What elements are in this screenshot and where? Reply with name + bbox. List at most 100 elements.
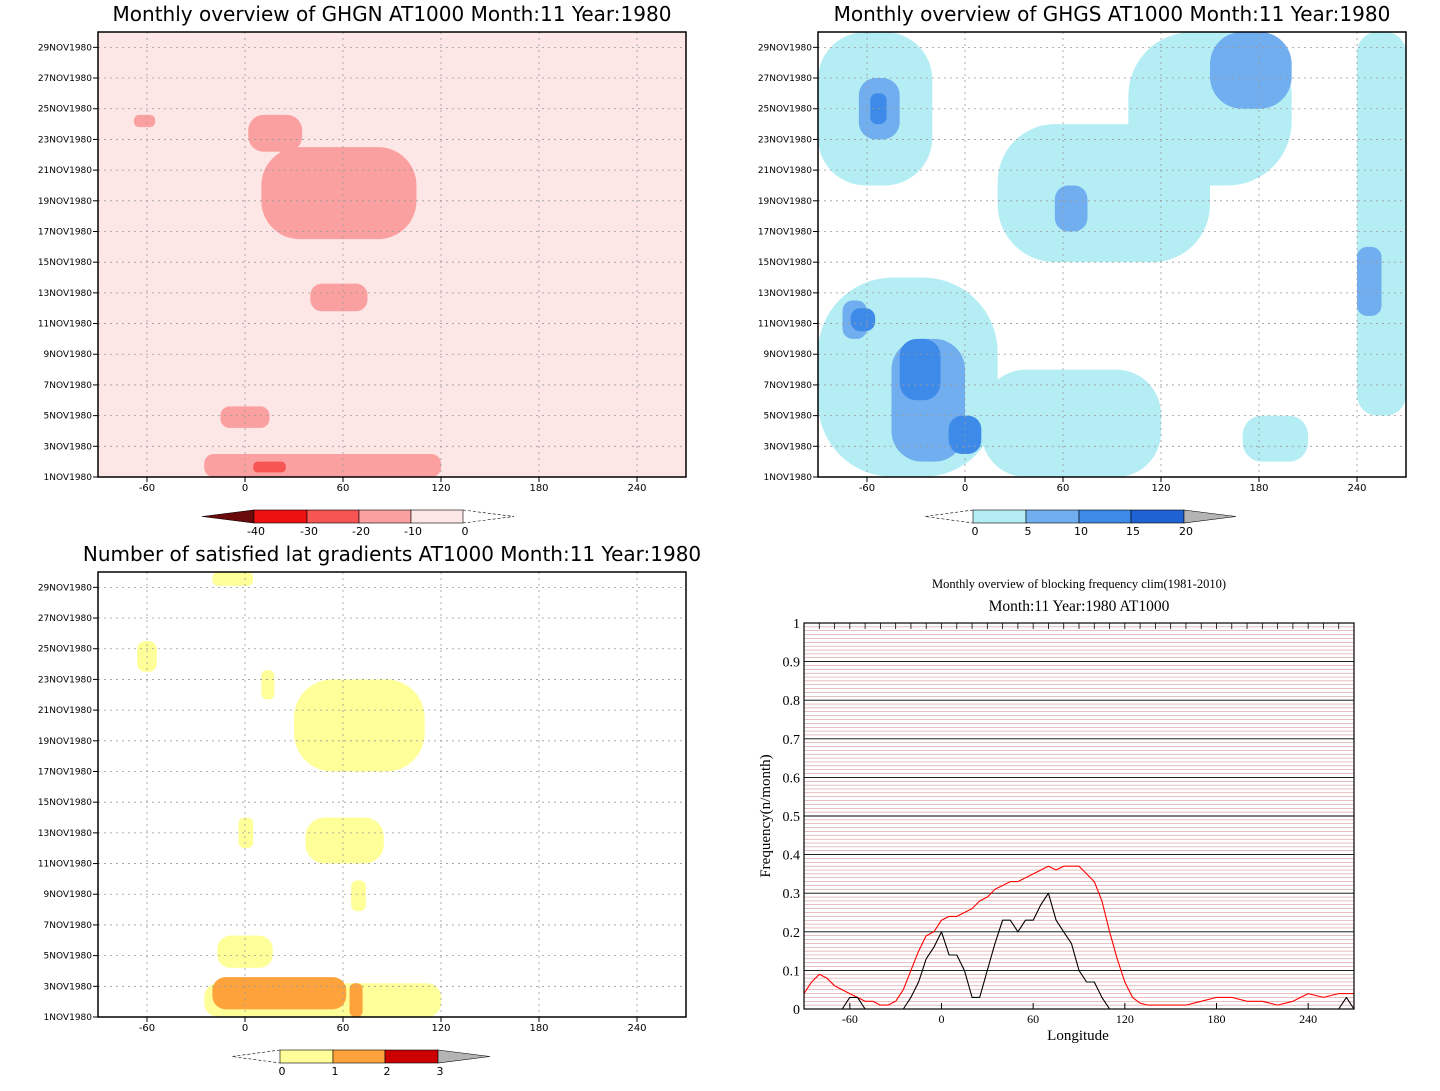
blocking-subtitle: Month:11 Year:1980 AT1000 xyxy=(989,598,1170,615)
blocking-grid xyxy=(803,622,1355,1010)
ghgs-colorbar-swatch xyxy=(1025,509,1080,524)
lat-gradients-y-tick-label: 3NOV1980 xyxy=(44,982,93,992)
lat-gradients-colorbar-swatch xyxy=(384,1049,439,1064)
ghgn-x-tick-label: 60 xyxy=(337,483,350,494)
lat-gradients-colorbar-tick-label: 3 xyxy=(437,1065,444,1078)
ghgn-x-tick-label: 180 xyxy=(529,483,548,494)
ghgs-colorbar-swatch xyxy=(1183,509,1237,524)
lat-gradients-contour-level-1-region-8 xyxy=(351,880,366,912)
ghgn-y-tick-label: 11NOV1980 xyxy=(38,320,92,330)
ghgn-colorbar-swatch xyxy=(201,509,255,524)
panel-ghgs: Monthly overview of GHGS AT1000 Month:11… xyxy=(758,2,1407,538)
ghgs-plot-frame xyxy=(817,31,1407,478)
ghgn-colorbar-swatch xyxy=(253,509,308,524)
ghgn-y-tick-label: 27NOV1980 xyxy=(38,74,92,84)
lat-gradients-x-ticks: -60 0 60 120 180 240 xyxy=(139,1017,647,1034)
lat-gradients-y-tick-label: 23NOV1980 xyxy=(38,675,92,685)
blocking-x-tick-label: 120 xyxy=(1116,1012,1134,1026)
lat-gradients-contour-level-1-region-6 xyxy=(305,817,384,864)
ghgs-y-tick-label: 29NOV1980 xyxy=(758,43,812,53)
lat-gradients-y-tick-label: 21NOV1980 xyxy=(38,706,92,716)
ghgs-colorbar-open-arrow xyxy=(924,509,974,524)
ghgs-colorbar-swatch xyxy=(972,509,1027,524)
ghgn-y-tick-label: 9NOV1980 xyxy=(44,350,93,360)
ghgs-colorbar: 0 5 10 15 20 xyxy=(924,509,1237,538)
ghgs-grid xyxy=(818,32,1406,478)
lat-gradients-x-tick-label: 240 xyxy=(627,1023,646,1034)
blocking-y-tick-label: 0.5 xyxy=(783,810,801,825)
lat-gradients-colorbar: 0 1 2 3 xyxy=(231,1049,491,1078)
ghgs-x-tick-label: 120 xyxy=(1151,483,1170,494)
ghgn-colorbar-swatch xyxy=(410,509,464,524)
lat-gradients-colorbar-swatch xyxy=(279,1049,334,1064)
lat-gradients-x-tick-label: 120 xyxy=(431,1023,450,1034)
blocking-x-label: Longitude xyxy=(1047,1028,1109,1044)
blocking-series-red-line xyxy=(803,865,1354,1006)
ghgs-y-ticks: 1NOV1980 3NOV1980 5NOV1980 7NOV1980 9NOV1980… xyxy=(758,43,818,483)
ghgn-colorbar: -40 -30 -20 -10 0 xyxy=(201,509,515,538)
ghgs-colorbar-swatch xyxy=(1130,509,1185,524)
lat-gradients-y-tick-label: 25NOV1980 xyxy=(38,645,92,655)
blocking-y-tick-label: 0.9 xyxy=(783,656,801,671)
blocking-y-ticks: 0 0.1 0.2 0.3 0.4 0.5 0.6 0.7 0.8 0.9 1 xyxy=(783,617,801,1018)
ghgs-colorbar-tick-label: 0 xyxy=(972,525,979,538)
ghgn-colorbar-tick-label: -10 xyxy=(404,525,422,538)
ghgn-contour-level-neg10-region-4 xyxy=(248,114,303,152)
ghgn-y-tick-label: 1NOV1980 xyxy=(44,473,93,483)
lat-gradients-y-tick-label: 9NOV1980 xyxy=(44,890,93,900)
blocking-x-tick-label: 180 xyxy=(1208,1012,1226,1026)
ghgs-x-tick-label: 0 xyxy=(962,483,968,494)
blocking-y-tick-label: 0.8 xyxy=(783,694,801,709)
lat-gradients-contour-fills xyxy=(137,572,441,1017)
ghgs-y-tick-label: 25NOV1980 xyxy=(758,105,812,115)
ghgn-contour-level-neg10-region-0 xyxy=(204,453,441,477)
ghgn-y-tick-label: 17NOV1980 xyxy=(38,227,92,237)
ghgs-colorbar-tick-label: 15 xyxy=(1126,525,1140,538)
lat-gradients-contour-level-1-region-7 xyxy=(238,817,254,849)
ghgn-contour-level-neg10-region-3 xyxy=(310,283,368,312)
blocking-y-tick-label: 0.7 xyxy=(783,733,801,748)
ghgn-contour-fills xyxy=(98,32,686,477)
ghgs-contour-fills xyxy=(818,32,1406,477)
ghgs-y-tick-label: 27NOV1980 xyxy=(758,74,812,84)
blocking-x-ticks: -60 0 60 120 180 240 xyxy=(842,1003,1317,1026)
lat-gradients-contour-level-1-region-5 xyxy=(294,679,425,772)
panel-ghgs-title: Monthly overview of GHGS AT1000 Month:11… xyxy=(834,2,1391,26)
blocking-y-tick-label: 0.3 xyxy=(783,887,801,902)
ghgs-y-tick-label: 17NOV1980 xyxy=(758,227,812,237)
ghgs-contour-level-0-region-6 xyxy=(1242,415,1308,462)
lat-gradients-colorbar-tick-label: 0 xyxy=(279,1065,286,1078)
lat-gradients-x-tick-label: 60 xyxy=(337,1023,350,1034)
ghgn-contour-level-neg10-region-2 xyxy=(261,147,417,240)
lat-gradients-contour-level-1-region-2 xyxy=(212,572,254,586)
ghgs-y-tick-label: 5NOV1980 xyxy=(764,412,813,422)
ghgn-y-tick-label: 3NOV1980 xyxy=(44,442,93,452)
lat-gradients-y-tick-label: 13NOV1980 xyxy=(38,829,92,839)
lat-gradients-contour-level-2-region-0 xyxy=(212,977,347,1010)
ghgn-y-ticks: 1NOV1980 3NOV1980 5NOV1980 7NOV1980 9NOV1980… xyxy=(38,43,98,483)
blocking-y-tick-label: 0.6 xyxy=(783,771,801,786)
ghgs-contour-level-10-region-1 xyxy=(899,338,941,401)
ghgn-contour-level-neg20-region-0 xyxy=(253,461,286,473)
lat-gradients-contour-level-1-region-4 xyxy=(261,670,275,700)
blocking-y-tick-label: 1 xyxy=(793,617,800,632)
panel-lat-gradients: Number of satisfied lat gradients AT1000… xyxy=(38,542,701,1078)
ghgn-colorbar-swatch xyxy=(306,509,360,524)
lat-gradients-y-tick-label: 5NOV1980 xyxy=(44,952,93,962)
blocking-x-tick-label: 60 xyxy=(1027,1012,1039,1026)
lat-gradients-x-tick-label: 0 xyxy=(242,1023,248,1034)
ghgn-y-tick-label: 23NOV1980 xyxy=(38,135,92,145)
ghgs-y-tick-label: 11NOV1980 xyxy=(758,320,812,330)
ghgs-y-tick-label: 3NOV1980 xyxy=(764,442,813,452)
ghgs-x-ticks: -60 0 60 120 180 240 xyxy=(859,477,1367,494)
lat-gradients-contour-level-2-region-1 xyxy=(349,983,363,1017)
ghgs-y-tick-label: 19NOV1980 xyxy=(758,197,812,207)
ghgn-x-tick-label: 240 xyxy=(627,483,646,494)
lat-gradients-y-tick-label: 11NOV1980 xyxy=(38,860,92,870)
ghgs-contour-level-0-region-2 xyxy=(981,369,1161,477)
ghgs-colorbar-tick-label: 20 xyxy=(1179,525,1193,538)
blocking-title: Monthly overview of blocking frequency c… xyxy=(932,577,1226,591)
blocking-x-tick-label: 0 xyxy=(939,1012,945,1026)
blocking-y-label: Frequency(n/month) xyxy=(758,754,774,877)
